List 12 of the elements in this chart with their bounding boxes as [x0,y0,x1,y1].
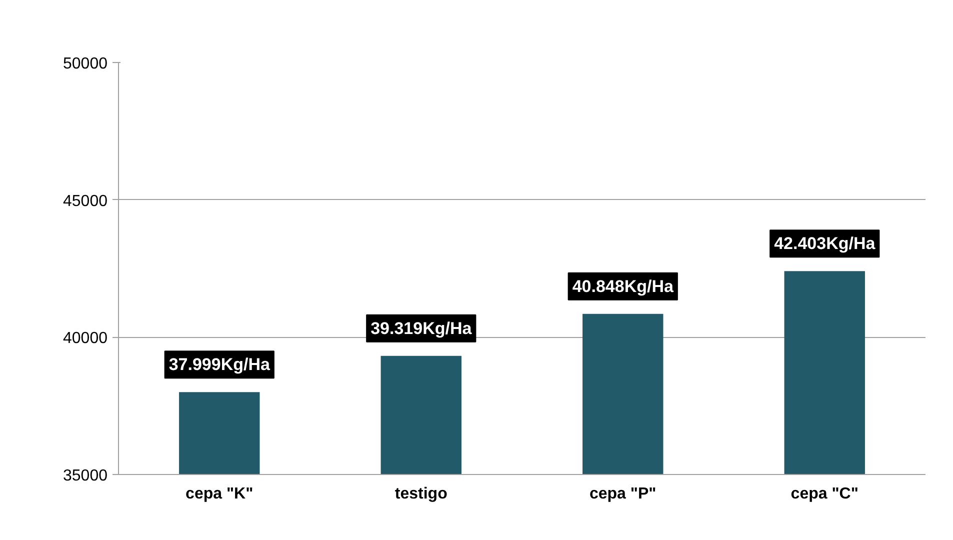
y-tick-label: 35000 [63,468,108,484]
y-tick-label: 50000 [63,56,108,72]
x-tick-label: cepa "C" [790,486,858,502]
data-label: 42.403Kg/Ha [774,234,876,254]
y-tick-label: 45000 [63,192,108,210]
data-label: 39.319Kg/Ha [370,318,472,338]
x-tick-label: cepa "K" [186,486,254,502]
data-label: 40.848Kg/Ha [572,276,674,296]
x-tick-label: cepa "P" [589,486,656,502]
y-tick-label: 40000 [63,330,108,348]
data-label: 37.999Kg/Ha [168,355,270,374]
x-tick-label: testigo [394,486,448,502]
